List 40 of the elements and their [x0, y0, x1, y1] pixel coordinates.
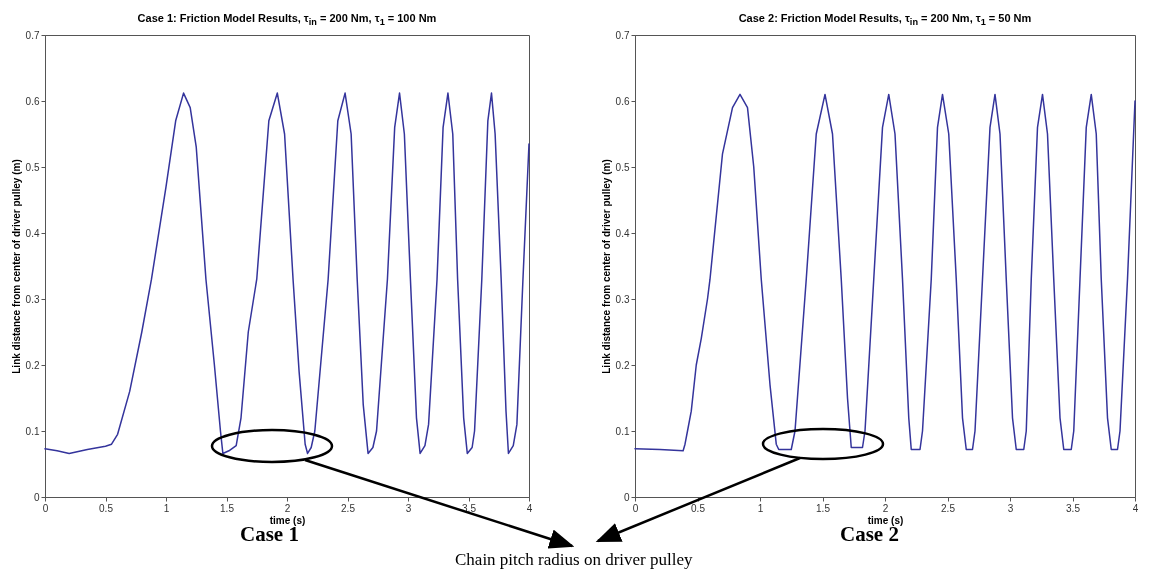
x-tick-label: 0 [632, 502, 639, 514]
chart-title: Case 1: Friction Model Results, τ$_{in}$ = 200 Nm, τ$_{1}$ = 100 Nm [137, 12, 437, 28]
y-tick-label: 0 [623, 491, 630, 503]
y-tick-label: 0.1 [615, 425, 630, 437]
x-tick-label: 0 [42, 502, 49, 514]
y-tick-label: 0.2 [615, 359, 630, 371]
y-tick-label: 0.4 [615, 227, 630, 239]
x-tick-label: 3 [405, 502, 412, 514]
y-tick-label: 0.7 [25, 29, 40, 41]
y-tick-label: 0.2 [25, 359, 40, 371]
x-tick-label: 0.5 [99, 502, 114, 514]
chart-title: Case 2: Friction Model Results, τ$_{in}$ = 200 Nm, τ$_{1}$ = 50 Nm [738, 12, 1032, 28]
x-tick-label: 2 [882, 502, 889, 514]
y-axis-title: Link distance from center of driver pulley (m) [600, 159, 612, 374]
x-tick-label: 2.5 [941, 502, 956, 514]
x-tick-label: 2 [284, 502, 291, 514]
y-tick-label: 0.1 [25, 425, 40, 437]
y-tick-label: 0.5 [25, 161, 40, 173]
x-tick-label: 3.5 [1066, 502, 1081, 514]
x-tick-label: 1 [163, 502, 170, 514]
x-tick-label: 4 [526, 502, 533, 514]
y-tick-label: 0.3 [615, 293, 630, 305]
y-axis-title: Link distance from center of driver pulley (m) [10, 159, 22, 374]
x-tick-label: 0.5 [691, 502, 706, 514]
x-tick-label: 1 [757, 502, 764, 514]
x-tick-label: 2.5 [341, 502, 356, 514]
y-tick-label: 0.5 [615, 161, 630, 173]
y-tick-label: 0.4 [25, 227, 40, 239]
line-series [44, 92, 530, 455]
x-tick-label: 3 [1007, 502, 1014, 514]
y-tick-label: 0.6 [25, 95, 40, 107]
text: Chain pitch radius on driver pulley [455, 550, 693, 570]
y-tick-label: 0.6 [615, 95, 630, 107]
y-tick-label: 0.7 [615, 29, 630, 41]
x-tick-label: 4 [1132, 502, 1139, 514]
x-tick-label: 1.5 [220, 502, 235, 514]
x-tick-label: 1.5 [816, 502, 831, 514]
line-series [634, 93, 1136, 452]
y-tick-label: 0 [33, 491, 40, 503]
y-tick-label: 0.3 [25, 293, 40, 305]
